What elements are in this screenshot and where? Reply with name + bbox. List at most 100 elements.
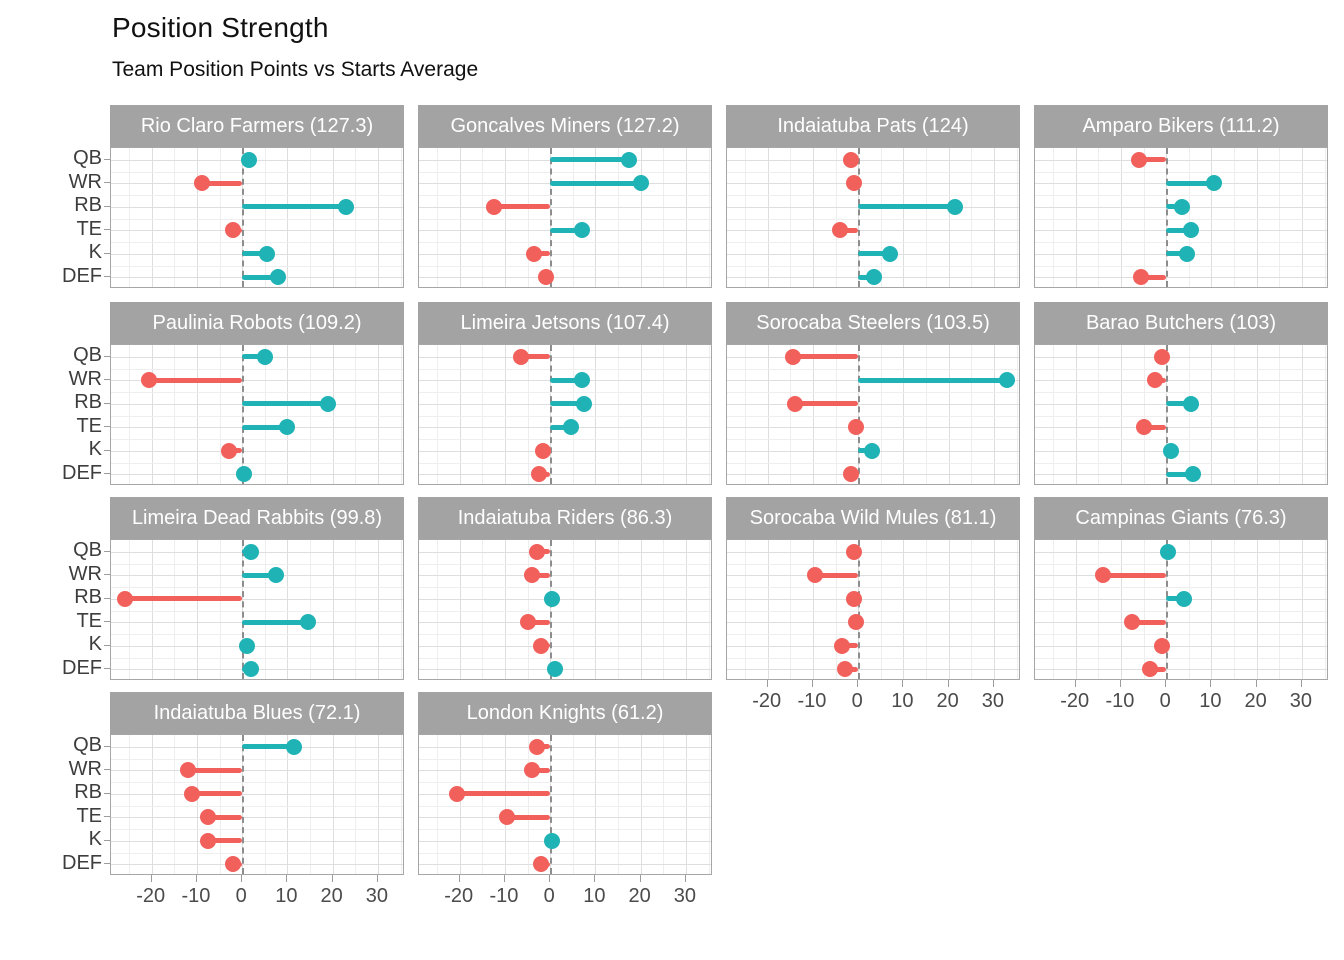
gridline-major (640, 148, 642, 287)
x-axis-tick (811, 680, 813, 687)
lollipop-dot-rb (320, 395, 337, 412)
facet-strip-label: London Knights (61.2) (418, 692, 712, 734)
gridline-major (1075, 345, 1077, 484)
lollipop-dot-te (519, 614, 536, 631)
gridline-minor (482, 148, 484, 287)
gridline-minor (400, 148, 402, 287)
lollipop-dot-k (1162, 442, 1179, 459)
facet-campinas-giants: Campinas Giants (76.3) -20 -10 0 10 20 30 (1034, 497, 1328, 712)
gridline-minor (1279, 345, 1281, 484)
lollipop-dot-def (1185, 466, 1202, 483)
gridline-minor (727, 218, 1019, 220)
lollipop-stem-k (858, 251, 890, 257)
lollipop-stem-k (534, 251, 551, 257)
gridline-major (1075, 148, 1077, 287)
x-axis-tick (766, 680, 768, 687)
facet-strip-label: Paulinia Robots (109.2) (110, 302, 404, 344)
gridline-minor (1279, 540, 1281, 679)
gridline-major (151, 735, 153, 874)
lollipop-dot-te (225, 222, 242, 239)
gridline-minor (835, 540, 837, 679)
facet-panel (110, 344, 404, 485)
y-axis-tick (104, 863, 110, 865)
facet-panel (726, 147, 1020, 288)
gridline-minor (111, 265, 403, 267)
gridline-minor (355, 345, 357, 484)
gridline-minor (1234, 148, 1235, 287)
y-axis-label-rb: RB (74, 586, 102, 609)
facet-panel (110, 539, 404, 680)
gridline-major (903, 148, 905, 287)
lollipop-dot-rb (544, 590, 561, 607)
gridline-minor (419, 782, 711, 783)
lollipop-dot-wr (999, 372, 1016, 389)
facet-indaiatuba-pats: Indaiatuba Pats (124) (726, 105, 1020, 288)
gridline-major (419, 793, 711, 795)
gridline-minor (745, 540, 747, 679)
x-axis-tick (594, 875, 596, 882)
gridline-minor (1035, 218, 1327, 220)
chart-title: Position Strength (112, 12, 329, 43)
gridline-minor (111, 171, 403, 173)
lollipop-stem-wr (532, 767, 551, 773)
gridline-major (727, 645, 1019, 647)
gridline-minor (1035, 368, 1327, 370)
lollipop-stem-k (208, 838, 243, 844)
y-axis-label-wr: WR (68, 170, 102, 193)
y-axis-tick (104, 379, 110, 381)
gridline-minor (790, 345, 792, 484)
gridline-major (727, 598, 1019, 600)
gridline-minor (1035, 195, 1327, 196)
y-axis-tick (104, 449, 110, 451)
y-axis-label-def: DEF (62, 656, 102, 679)
lollipop-stem-rb (1166, 401, 1192, 407)
gridline-minor (727, 415, 1019, 417)
gridline-major (812, 540, 814, 679)
y-axis-label-wr: WR (68, 562, 102, 585)
x-axis-label: 10 (1199, 690, 1222, 712)
y-axis-label-wr: WR (68, 757, 102, 780)
zero-reference-line (858, 345, 861, 484)
lollipop-dot-qb (1153, 348, 1170, 365)
lollipop-dot-wr (179, 762, 196, 779)
lollipop-dot-def (533, 856, 550, 873)
gridline-minor (727, 610, 1019, 612)
gridline-minor (1053, 540, 1055, 679)
y-axis-label-rb: RB (74, 781, 102, 804)
y-axis-tick (104, 276, 110, 278)
x-axis-tick (639, 875, 641, 882)
gridline-major (1301, 540, 1303, 679)
gridline-major (727, 575, 1019, 577)
lollipop-dot-qb (843, 151, 860, 168)
lollipop-dot-k (881, 245, 898, 262)
x-axis-label: 20 (1244, 690, 1267, 712)
gridline-minor (1188, 345, 1190, 484)
lollipop-dot-k (200, 832, 217, 849)
lollipop-stem-def (1166, 471, 1194, 477)
gridline-major (1035, 669, 1327, 671)
lollipop-stem-te (550, 227, 582, 233)
y-axis-tick (104, 668, 110, 670)
lollipop-stem-rb (457, 791, 551, 797)
gridline-major (1256, 148, 1258, 287)
facet-panel (418, 147, 712, 288)
gridline-major (640, 735, 642, 874)
x-axis-tick (1300, 680, 1302, 687)
x-axis-label: 0 (235, 885, 247, 907)
x-axis-label: -20 (136, 885, 166, 907)
gridline-minor (618, 735, 619, 874)
gridline-minor (880, 148, 882, 287)
facet-strip-label: Campinas Giants (76.3) (1034, 497, 1328, 539)
gridline-minor (1035, 563, 1327, 565)
gridline-minor (1053, 148, 1055, 287)
gridline-major (419, 864, 711, 866)
y-axis-label-k: K (88, 828, 102, 851)
gridline-major (812, 148, 814, 287)
lollipop-stem-rb (858, 204, 956, 210)
gridline-major (727, 551, 1019, 553)
gridline-major (1035, 159, 1327, 161)
gridline-minor (572, 735, 574, 874)
gridline-major (419, 575, 711, 577)
lollipop-stem-wr (187, 767, 243, 773)
x-axis-label: 0 (851, 690, 863, 712)
